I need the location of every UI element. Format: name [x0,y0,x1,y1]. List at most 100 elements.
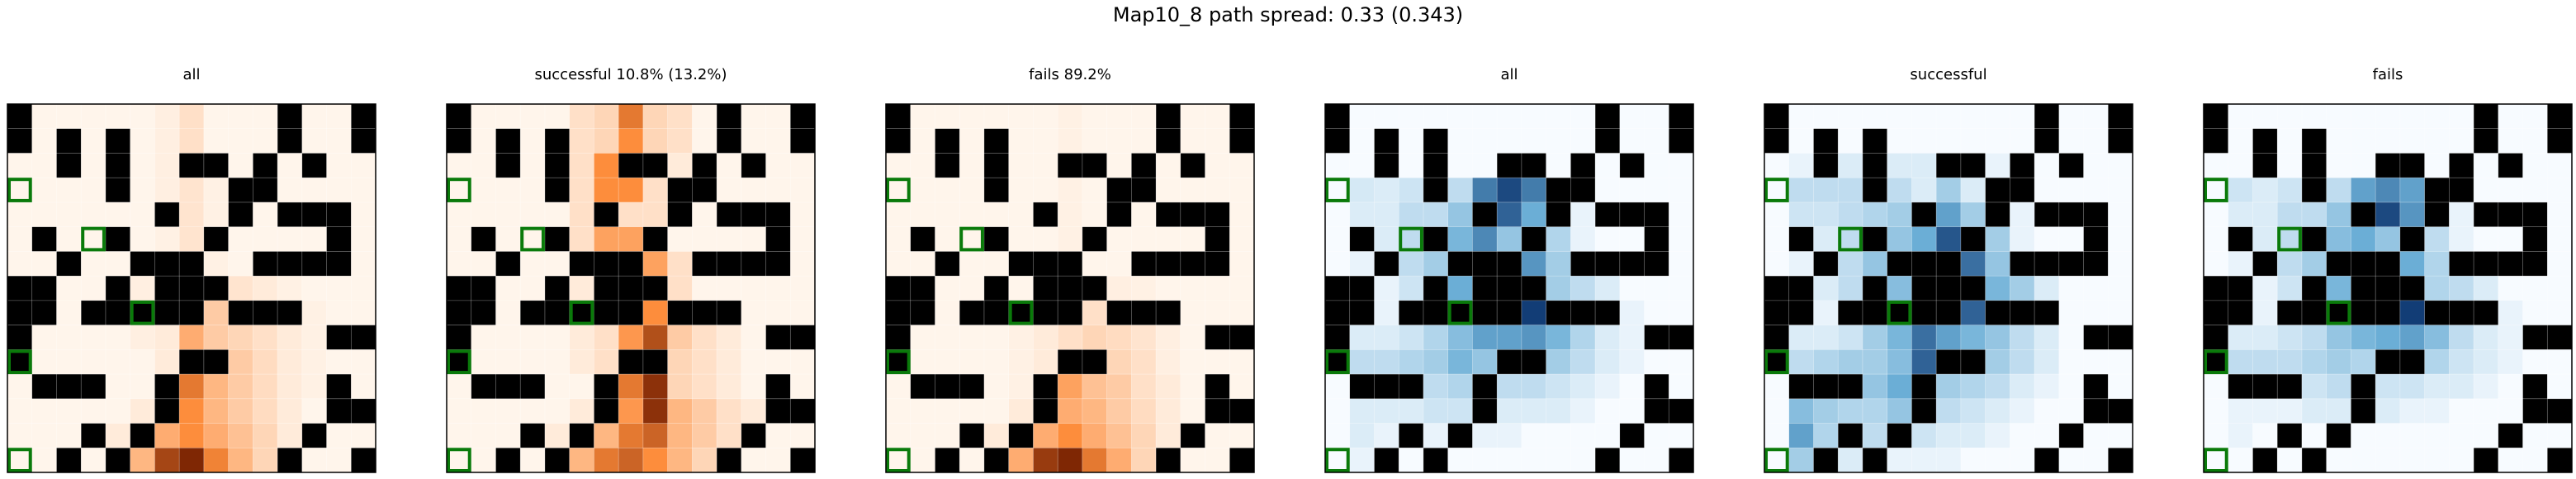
wall-cell [1107,178,1132,202]
heat-cell [766,153,791,178]
heat-cell [81,104,106,129]
wall-cell [2498,251,2523,276]
wall-cell [1374,129,1399,154]
heat-cell [717,276,741,301]
heat-cell [1813,349,1838,374]
heat-cell [1229,276,1254,301]
wall-cell [2228,227,2253,252]
heat-cell [2084,301,2109,325]
heat-cell [204,325,229,350]
heat-cell [229,448,253,472]
wall-cell [2204,325,2228,350]
wall-cell [2449,178,2474,202]
wall-cell [2327,251,2351,276]
heat-cell [1058,424,1082,448]
wall-cell [1645,325,1669,350]
wall-cell [1497,251,1522,276]
wall-cell [1058,251,1082,276]
wall-cell [2400,276,2425,301]
wall-cell [277,104,302,129]
heat-cell [766,448,791,472]
heat-cell [2523,104,2548,129]
heat-cell [1033,325,1058,350]
wall-cell [130,424,155,448]
heat-cell [935,202,959,227]
wall-cell [2034,301,2059,325]
heat-cell [302,374,327,399]
wall-cell [1472,301,1497,325]
heat-cell [935,104,959,129]
wall-cell [935,374,959,399]
heat-cell [1350,424,1375,448]
heat-cell [594,448,618,472]
heat-cell [886,153,911,178]
heat-cell [2375,227,2400,252]
heat-cell [1546,129,1571,154]
wall-cell [1764,276,1789,301]
heat-cell [886,227,911,252]
heat-cell [2010,104,2034,129]
wall-cell [447,104,471,129]
heat-cell [766,129,791,154]
heat-cell [1764,448,1789,472]
wall-cell [495,153,520,178]
wall-cell [1350,276,1375,301]
heat-cell [2302,202,2327,227]
heat-cell [545,374,570,399]
heat-cell [1669,251,1693,276]
heat-cell [471,424,496,448]
heat-cell [1082,104,1107,129]
heat-cell [2059,448,2084,472]
heat-cell [2523,301,2548,325]
heat-cell [2425,399,2450,424]
wall-cell [2108,399,2133,424]
heat-cell [130,129,155,154]
wall-cell [1325,129,1350,154]
wall-cell [717,301,741,325]
wall-cell [594,399,618,424]
heat-cell [1472,349,1497,374]
heat-cell [2351,448,2375,472]
wall-cell [1181,153,1205,178]
heat-cell [1058,374,1082,399]
heat-cell [351,349,376,374]
heat-cell [935,178,959,202]
heat-cell [277,227,302,252]
heat-cell [1887,178,1912,202]
wall-cell [1522,227,1546,252]
heat-cell [1838,227,1863,252]
wall-cell [2302,276,2327,301]
heat-cell [790,301,815,325]
heat-cell [2252,202,2277,227]
heat-cell [1107,227,1132,252]
heat-cell [2547,202,2572,227]
heat-cell [1911,227,1936,252]
heat-cell [1107,374,1132,399]
heat-cell [1325,227,1350,252]
heat-cell [520,349,545,374]
wall-cell [1205,374,1230,399]
wall-cell [570,301,594,325]
heat-cell [1887,448,1912,472]
wall-cell [1789,301,1814,325]
heat-cell [1156,178,1181,202]
heat-cell [154,227,179,252]
heat-cell [106,104,130,129]
heat-cell [1448,129,1473,154]
heat-cell [7,374,32,399]
heat-cell [594,424,618,448]
heat-cell [1813,399,1838,424]
heat-cell [1131,227,1156,252]
wall-cell [253,153,277,178]
heat-cell [1961,399,1986,424]
heat-cell [447,399,471,424]
heat-cell [643,251,668,276]
heat-cell [351,374,376,399]
wall-cell [2084,325,2109,350]
heat-cell [7,399,32,424]
heat-cell [1229,178,1254,202]
wall-cell [1813,251,1838,276]
heat-cell [2302,251,2327,276]
wall-cell [1058,301,1082,325]
heat-cell [1107,104,1132,129]
